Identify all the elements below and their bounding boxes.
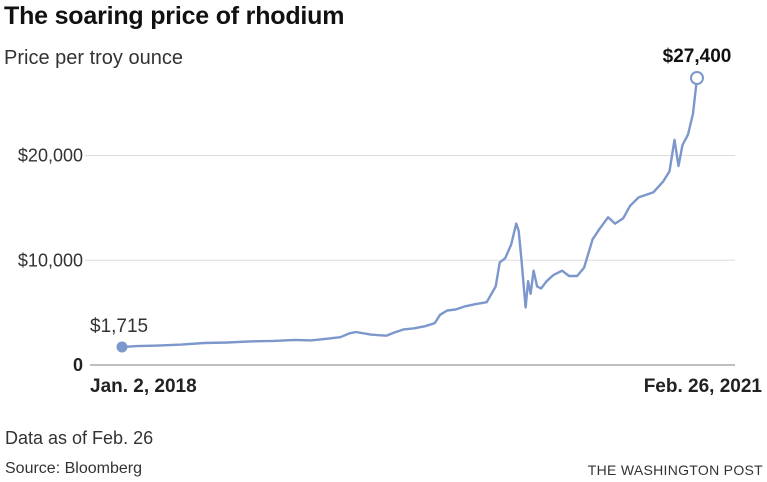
data-note: Data as of Feb. 26 bbox=[5, 428, 154, 448]
y-tick-label: $10,000 bbox=[18, 250, 83, 270]
x-tick-label: Jan. 2, 2018 bbox=[90, 376, 197, 397]
line-chart: 0 $10,000 $20,000 Jan. 2, 2018 Feb. 26, 202… bbox=[18, 46, 763, 397]
start-value-label: $1,715 bbox=[90, 316, 148, 337]
end-point-marker bbox=[690, 71, 704, 85]
x-axis-ticks: Jan. 2, 2018 Feb. 26, 2021 bbox=[90, 376, 762, 397]
y-tick-label: $20,000 bbox=[18, 146, 83, 166]
chart-title: The soaring price of rhodium bbox=[4, 2, 345, 30]
publisher-credit: THE WASHINGTON POST bbox=[587, 462, 763, 478]
y-tick-label: 0 bbox=[73, 355, 83, 375]
series-line bbox=[121, 77, 699, 349]
start-point-marker bbox=[116, 341, 128, 353]
y-axis-ticks: 0 $10,000 $20,000 bbox=[18, 146, 83, 375]
chart-subtitle: Price per troy ounce bbox=[4, 47, 183, 69]
source-text: Source: Bloomberg bbox=[5, 460, 142, 477]
grid-lines bbox=[85, 155, 735, 366]
end-value-label: $27,400 bbox=[663, 46, 732, 67]
x-tick-label: Feb. 26, 2021 bbox=[644, 376, 763, 397]
